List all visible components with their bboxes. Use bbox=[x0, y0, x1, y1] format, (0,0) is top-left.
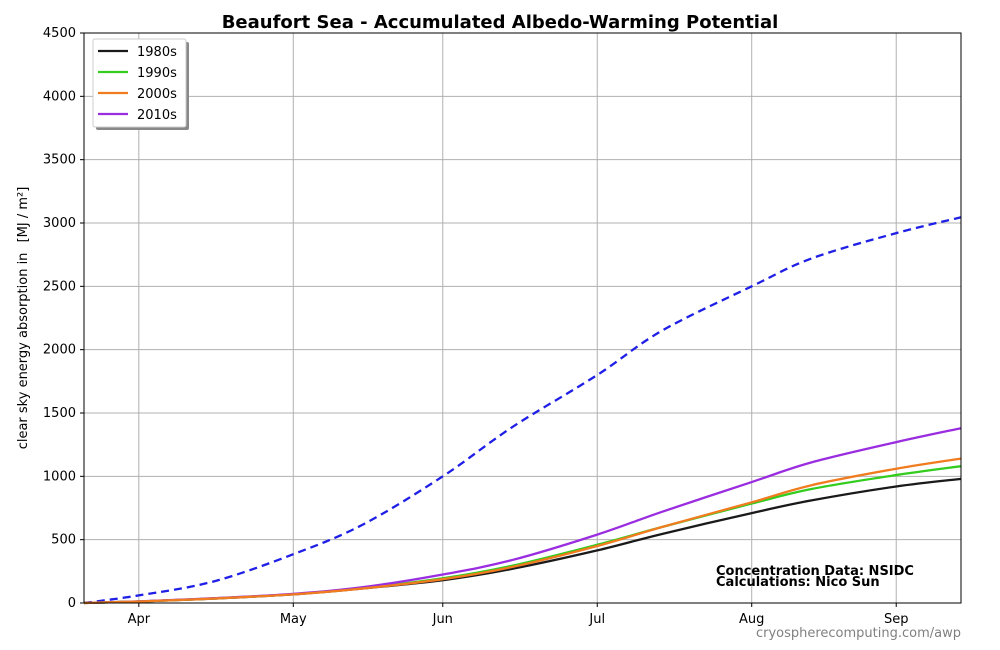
series-line-dashed bbox=[83, 216, 962, 605]
annotation-calculations: Calculations: Nico Sun bbox=[716, 575, 880, 590]
legend: 1980s 1990s 2000s 2010s bbox=[92, 38, 189, 130]
y-tick-label: 3500 bbox=[43, 153, 76, 168]
y-tick-label: 500 bbox=[51, 533, 76, 548]
y-axis-label-unit: [MJ / m²] bbox=[16, 187, 31, 243]
x-tick-label: Jul bbox=[588, 612, 605, 627]
annotation-data-source: Concentration Data: NSIDC bbox=[716, 564, 914, 579]
y-tick-label: 1500 bbox=[43, 406, 76, 421]
series-lines bbox=[83, 216, 962, 605]
chart-title: Beaufort Sea - Accumulated Albedo-Warmin… bbox=[222, 12, 779, 33]
grid bbox=[84, 32, 961, 604]
legend-label-1990s: 1990s bbox=[137, 66, 177, 81]
legend-label-2000s: 2000s bbox=[137, 87, 177, 102]
y-tick-label: 3000 bbox=[43, 216, 76, 231]
y-axis-label-text: clear sky energy absorption in bbox=[16, 253, 31, 450]
x-tick-label: Aug bbox=[739, 612, 764, 627]
series-line-2000s bbox=[83, 457, 962, 605]
y-tick-label: 0 bbox=[68, 596, 76, 611]
y-tick-label: 2000 bbox=[43, 343, 76, 358]
axis-ticks: 0 500 1000 1500 2000 2500 3000 3500 4000 4500 Apr M… bbox=[43, 26, 909, 627]
y-tick-label: 1000 bbox=[43, 469, 76, 484]
x-tick-label: Sep bbox=[884, 612, 909, 627]
legend-label-2010s: 2010s bbox=[137, 108, 177, 123]
x-tick-label: May bbox=[280, 612, 307, 627]
legend-box bbox=[92, 38, 187, 128]
footer-url: cryospherecomputing.com/awp bbox=[756, 626, 961, 641]
y-tick-label: 2500 bbox=[43, 279, 76, 294]
y-tick-label: 4000 bbox=[43, 89, 76, 104]
y-tick-label: 4500 bbox=[43, 26, 76, 41]
y-axis-label: clear sky energy absorption in [MJ / m²] bbox=[16, 187, 31, 450]
svg-text:clear sky energy absorption in: clear sky energy absorption in [MJ / m²] bbox=[16, 187, 31, 450]
legend-label-1980s: 1980s bbox=[137, 45, 177, 60]
x-tick-label: Apr bbox=[128, 612, 151, 627]
plot-frame bbox=[83, 32, 962, 604]
x-tick-label: Jun bbox=[432, 612, 453, 627]
